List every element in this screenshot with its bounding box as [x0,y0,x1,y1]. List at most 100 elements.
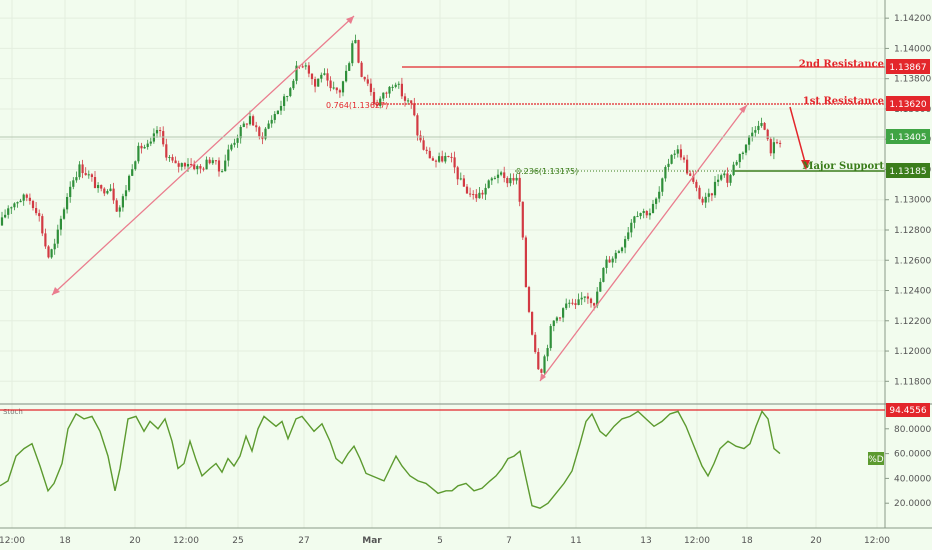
candle-body [527,287,531,312]
candle-body [562,308,565,318]
candle-body [689,173,692,176]
uptrend-arrow-2 [539,104,748,382]
candle-body [357,39,360,63]
price-tick-label: 1.12800 [894,226,931,236]
candle-body [490,178,493,181]
candle-body [670,154,673,164]
price-tick-label: 1.12400 [894,287,931,297]
candle-body [134,161,137,170]
candle-body [444,155,447,162]
candle-body [106,190,109,194]
time-tick-label: 12:00 [684,536,710,546]
candle-body [651,203,655,214]
stoch-label: Stoch [3,408,23,416]
stoch-d-line [0,410,781,509]
candle-body [459,178,462,180]
candle-body [543,356,546,373]
candle-body [568,302,571,304]
candle-body [81,164,84,174]
candle-body [546,348,549,357]
candle-body [84,173,87,176]
major-support-tag: 1.13185 [889,167,926,177]
candle-body [524,237,527,288]
time-tick-label: 12:00 [173,536,199,546]
candle-body [537,352,540,370]
candle-body [143,146,146,149]
candle-body [754,130,757,133]
candle-body [155,130,159,134]
candle-body [149,141,152,144]
candle-body [487,180,490,188]
candle-body [552,320,555,327]
second-resistance-tag-bg [886,59,930,74]
candle-body [741,152,744,155]
candle-body [124,190,128,197]
candle-body [593,303,596,306]
candle-body [493,177,496,179]
price-tick-label: 1.14000 [894,44,931,54]
candle-body [180,163,183,167]
candle-body [679,149,682,158]
candle-body [695,181,698,188]
candle-body [351,43,354,64]
candle-body [475,194,478,199]
candle-body [50,249,53,258]
candle-body [10,207,13,209]
candle-body [565,303,568,309]
candle-body [292,80,295,89]
candle-body [664,166,667,179]
candle-body [400,83,403,97]
candle-body [627,232,630,240]
candle-body [611,258,614,263]
candle-body [177,163,180,167]
candle-body [419,135,422,141]
candle-body [72,180,75,187]
candle-body [549,326,552,349]
candle-body [208,159,211,164]
down-arrow-head [801,160,810,170]
candle-body [425,149,428,151]
uptrend-arrow-2-tail [540,373,546,381]
candle-body [59,218,62,230]
candle-body [304,65,307,67]
candle-body [744,144,748,153]
second-resistance-label: 2nd Resistance [799,59,884,70]
candle-body [25,194,28,198]
candle-body [751,132,754,137]
down-arrow [789,106,807,167]
candle-body [692,175,695,182]
candle-body [438,156,441,162]
candle-body [165,144,168,158]
candle-body [639,213,642,217]
candle-body [713,181,717,196]
candle-body [90,174,93,178]
candle-body [518,177,521,202]
candle-body [608,259,611,263]
time-tick-label: 25 [232,536,243,546]
candle-body [310,73,314,80]
candle-body [456,167,459,180]
uptrend-arrow-1 [51,15,355,296]
time-tick-label: 11 [570,536,581,546]
candle-body [233,142,236,145]
price-tick-label: 1.14200 [894,14,931,24]
stoch-level-tag-bg [886,403,930,417]
candle-body [174,160,177,164]
candle-body [748,136,751,145]
candle-body [348,63,351,71]
candle-body [605,259,608,268]
candle-body [540,369,543,373]
candle-body [620,247,624,252]
candle-body [162,131,165,145]
candle-body [441,156,444,162]
candle-body [667,163,670,167]
stoch-series-tag-bg [868,452,884,465]
candle-body [583,296,586,298]
candle-body [87,174,90,176]
candle-body [283,96,286,106]
time-tick-label: 20 [810,536,822,546]
candle-body [624,239,627,248]
candle-body [673,153,676,155]
candle-body [4,214,7,218]
candle-body [112,188,115,201]
